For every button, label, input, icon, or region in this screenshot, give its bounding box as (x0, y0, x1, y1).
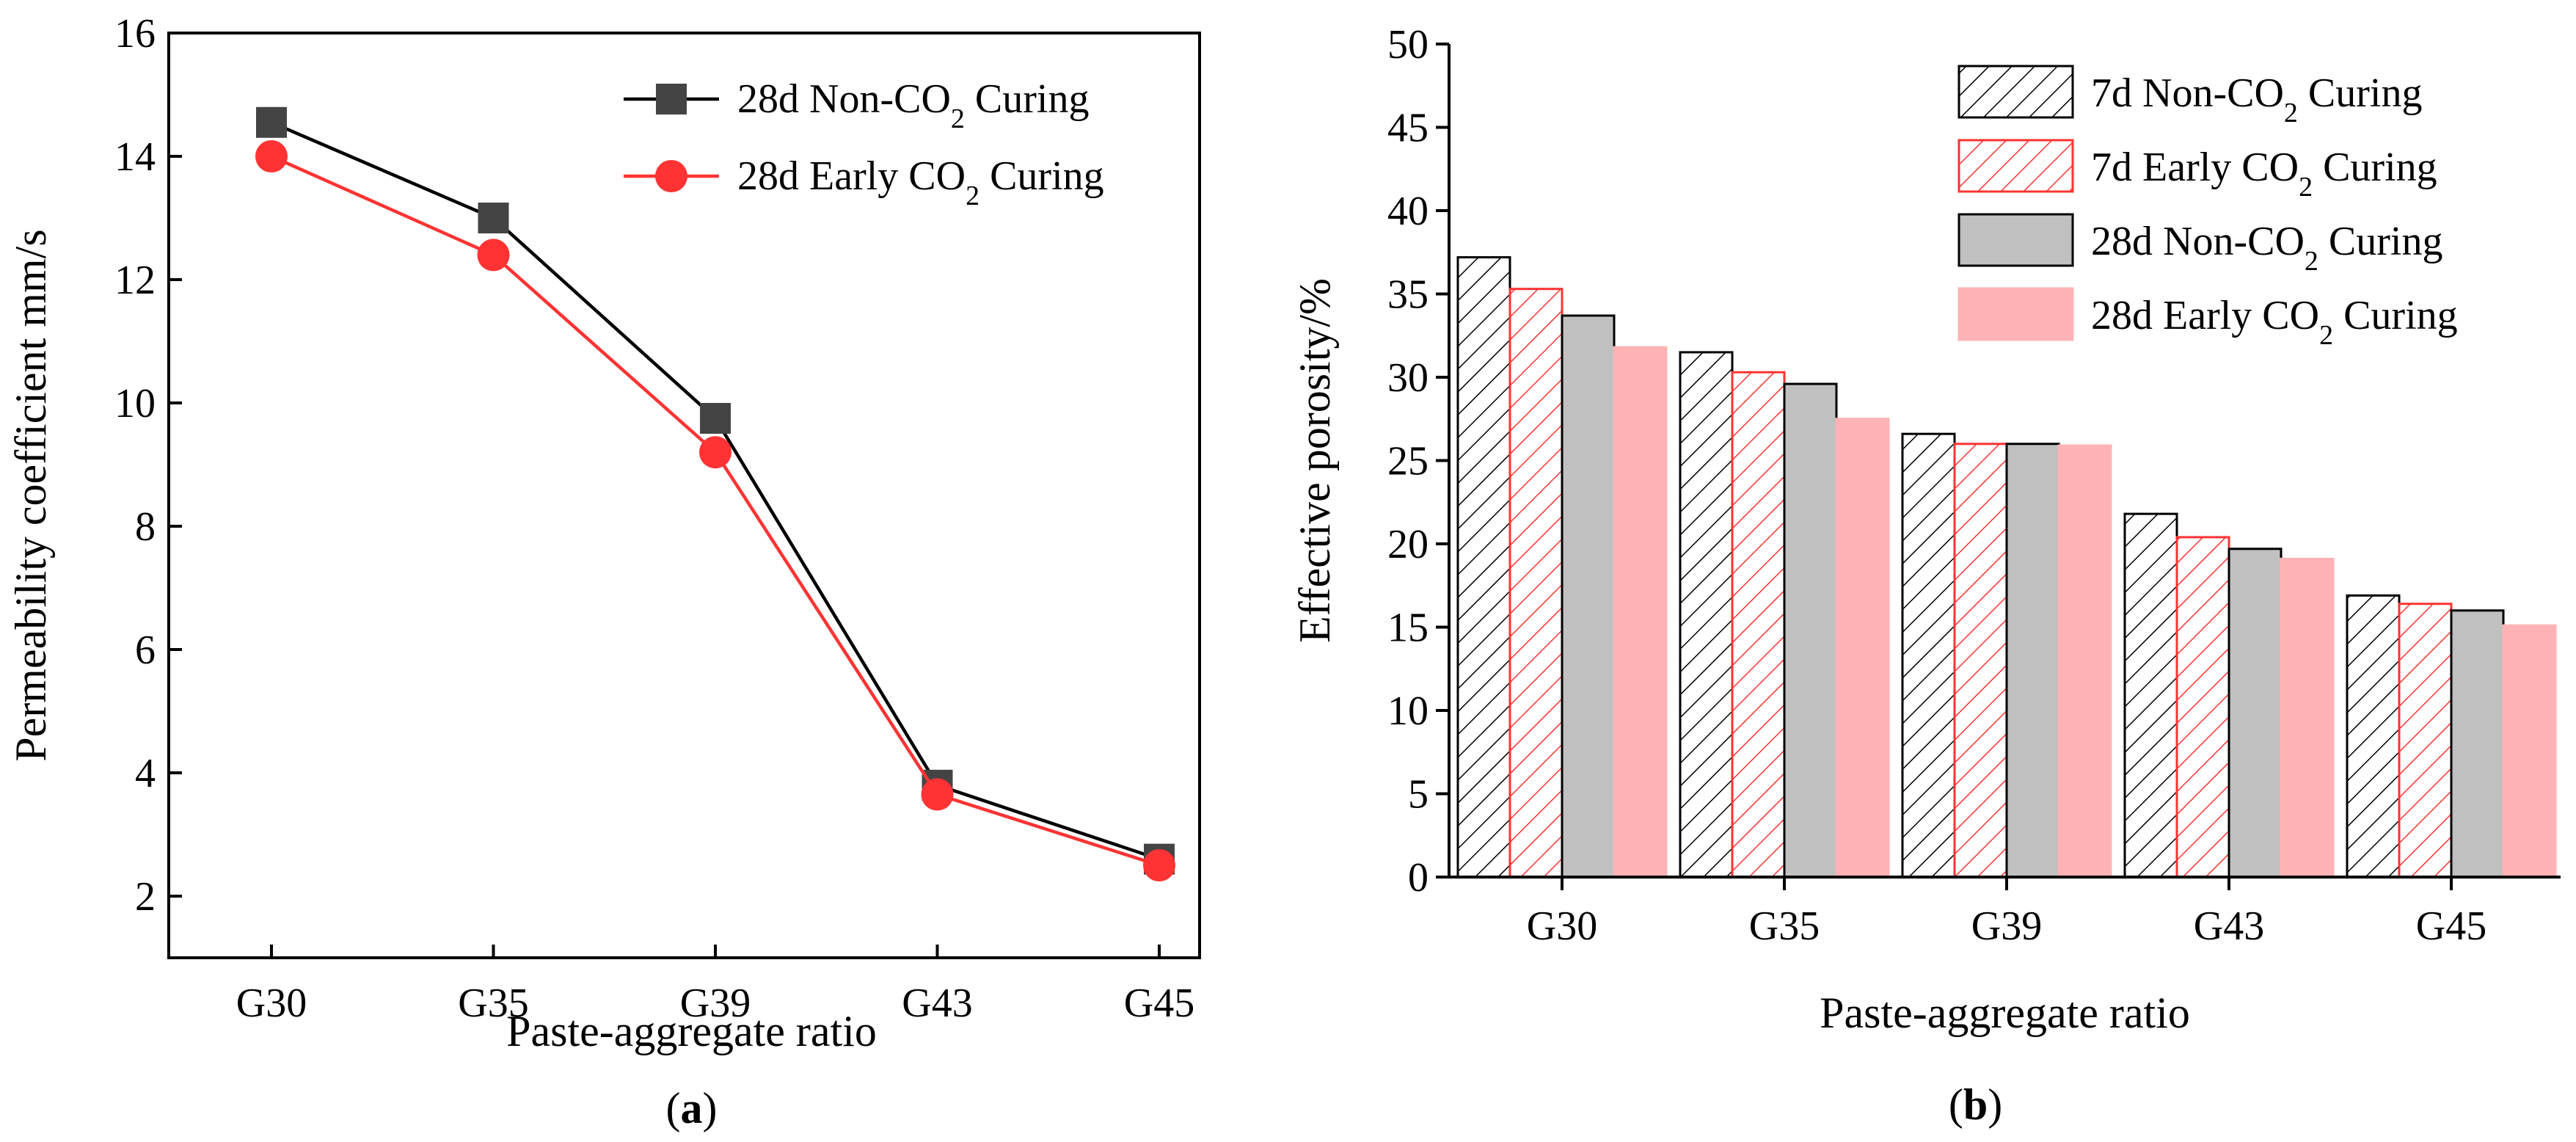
x-tick-label: G35 (1749, 903, 1820, 949)
legend-swatch (1957, 139, 2074, 193)
bar (2175, 536, 2230, 879)
x-tick-label: G45 (2416, 903, 2486, 949)
bar (2346, 594, 2401, 879)
panel-b-bar-chart: G30 G35 G39 G43 G45 0 5 10 15 20 25 30 35 40 45 50 7d No… (1291, 22, 2561, 1129)
bar (2227, 548, 2283, 879)
y-tick-label: 20 (1387, 522, 1429, 567)
legend-marker (656, 84, 687, 114)
legend-label: 28d Early CO2 Curing (2091, 293, 2458, 351)
data-point (1143, 849, 1175, 881)
y-tick-label: 45 (1387, 106, 1429, 151)
x-tick-label: G43 (2194, 903, 2264, 949)
series-line (271, 154, 1160, 868)
series-line (271, 120, 1160, 861)
plot-frame (167, 32, 1201, 959)
panel-a-line-chart: 2 4 6 8 10 12 14 16 G30 G35 G39 G43 G45 28d Non-CO2 C… (7, 11, 1201, 1132)
bar (1901, 432, 1956, 879)
bar (1456, 256, 1511, 879)
bar (2057, 444, 2112, 879)
y-tick-label: 8 (135, 504, 156, 550)
legend-label: 28d Early CO2 Curing (737, 153, 1104, 211)
x-axis-label: Paste-aggregate ratio (506, 1007, 877, 1055)
x-tick-label: G39 (680, 981, 751, 1026)
y-tick-label: 4 (135, 751, 156, 796)
data-point (478, 203, 509, 233)
bar (1679, 351, 1734, 879)
x-tick-label: G43 (902, 981, 972, 1026)
y-tick-label: 6 (135, 628, 156, 673)
y-axis-label: Effective porosity/% (1291, 278, 1339, 643)
data-point (921, 778, 954, 811)
y-tick-label: 40 (1387, 189, 1429, 234)
x-axis-label: Paste-aggregate ratio (1820, 989, 2190, 1037)
y-tick-label: 14 (114, 134, 156, 180)
legend-label: 28d Non-CO2 Curing (2091, 219, 2442, 277)
y-tick-label: 10 (114, 381, 156, 426)
y-tick-label: 0 (1408, 855, 1429, 901)
y-tick-label: 10 (1387, 688, 1429, 734)
bar (1613, 346, 1668, 879)
y-tick-label: 16 (114, 11, 156, 57)
bar (2280, 557, 2335, 879)
panel-label: (b) (1949, 1080, 2002, 1129)
legend-swatch (1957, 65, 2074, 119)
legend-label: 7d Non-CO2 Curing (2091, 70, 2422, 128)
y-tick-label: 5 (1408, 772, 1429, 818)
x-tick-label: G39 (1971, 903, 2042, 949)
bar (2502, 624, 2557, 879)
panel-label: (a) (666, 1084, 718, 1132)
y-tick-label: 2 (135, 874, 156, 920)
bar (2450, 609, 2505, 879)
data-point (256, 106, 287, 138)
legend-label: 7d Early CO2 Curing (2091, 145, 2437, 203)
data-point (477, 239, 510, 272)
bar (1561, 314, 1616, 879)
legend-marker (655, 160, 687, 192)
y-axis-label: Permeability coefficient mm/s (7, 229, 55, 761)
x-tick-label: G45 (1124, 981, 1194, 1026)
bar (1953, 443, 2008, 879)
bar (2123, 512, 2178, 879)
legend-swatch (1957, 287, 2074, 341)
bar (1508, 288, 1564, 879)
y-tick-label: 50 (1387, 22, 1429, 68)
bar (1783, 382, 1838, 879)
y-tick-label: 15 (1387, 605, 1429, 651)
data-point (699, 436, 731, 469)
y-tick-label: 12 (114, 258, 156, 303)
y-tick-label: 25 (1387, 439, 1429, 484)
x-tick-label: G35 (458, 981, 528, 1026)
bar (2005, 443, 2060, 879)
data-point (255, 140, 288, 172)
x-tick-label: G30 (1527, 903, 1597, 949)
bar (2398, 603, 2453, 879)
y-tick-label: 35 (1387, 272, 1429, 318)
y-tick-label: 30 (1387, 355, 1429, 401)
legend-swatch (1957, 213, 2074, 267)
bar (1731, 371, 1786, 879)
bar (1835, 418, 1890, 879)
x-tick-label: G30 (236, 981, 307, 1026)
data-point (700, 403, 731, 434)
legend-label: 28d Non-CO2 Curing (737, 76, 1089, 134)
